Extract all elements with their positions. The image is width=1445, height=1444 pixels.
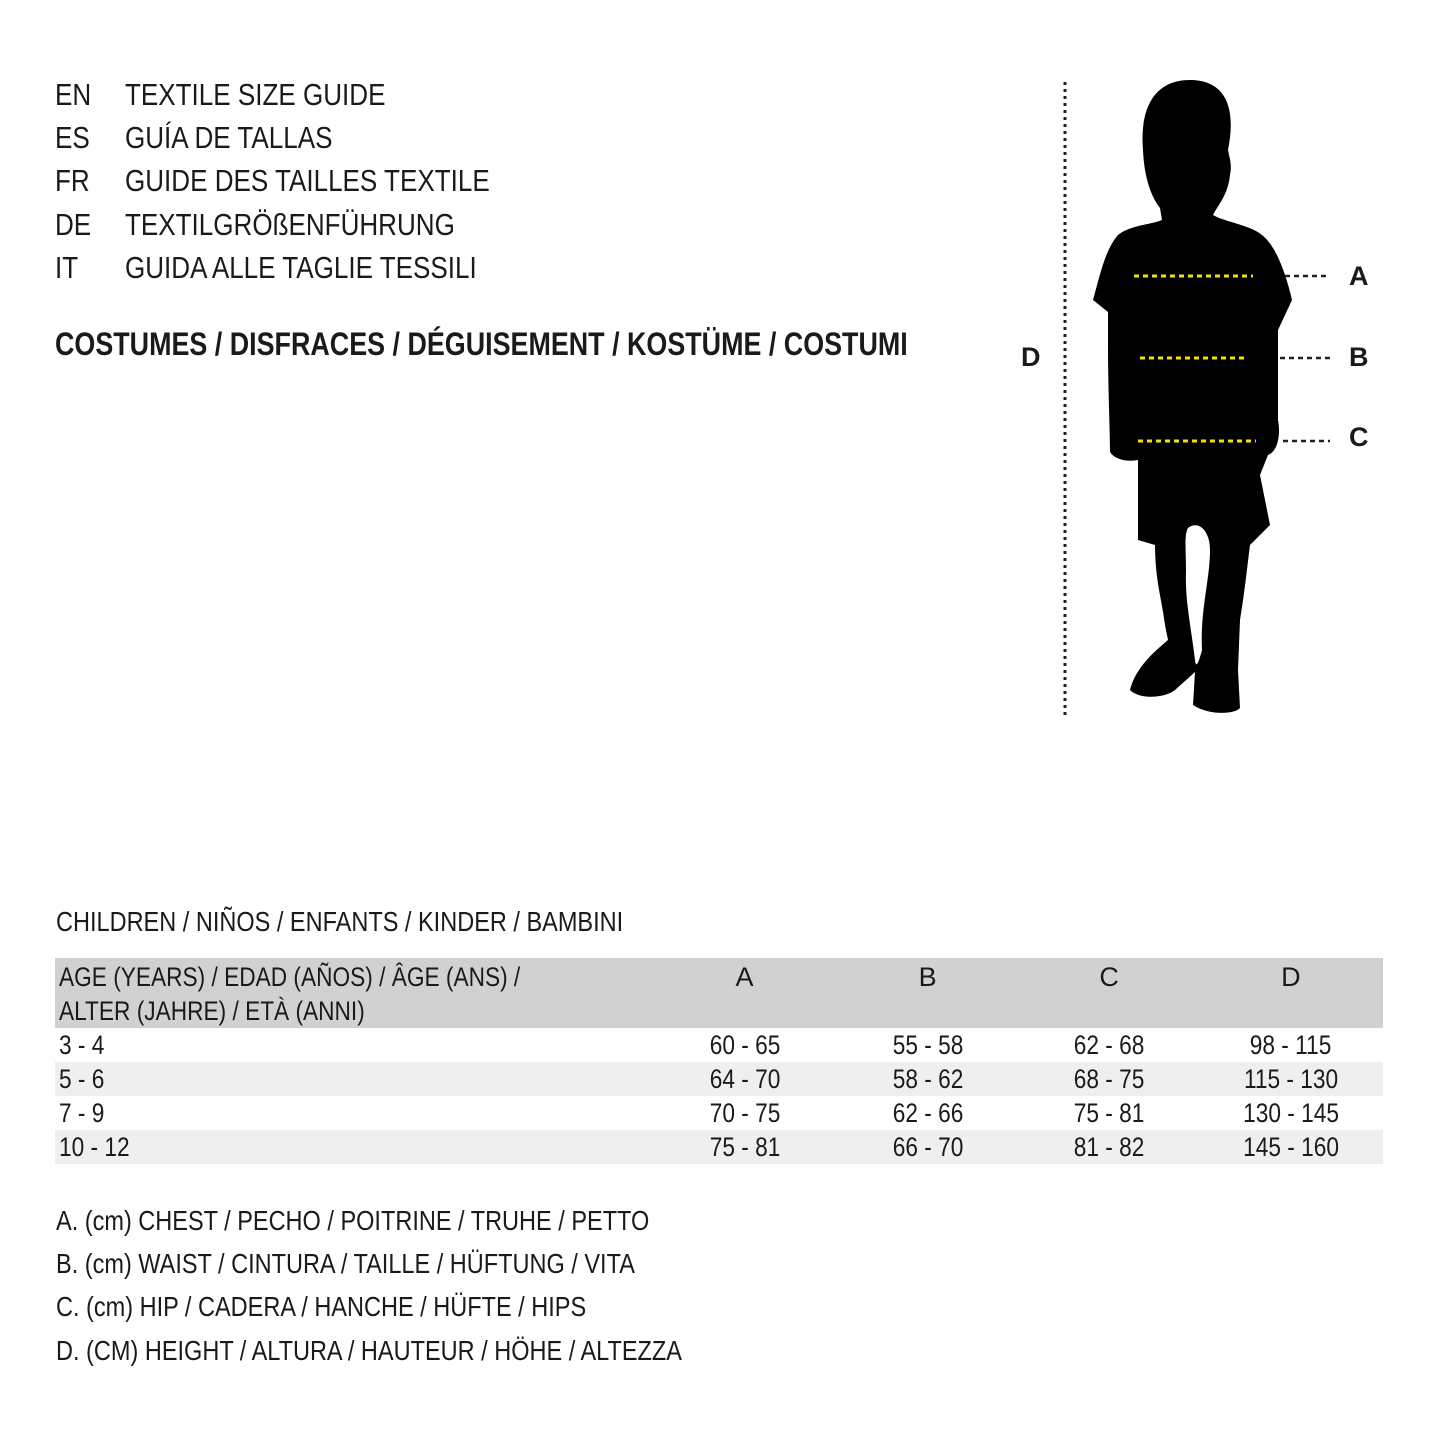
size-table: AGE (YEARS) / EDAD (AÑOS) / ÂGE (ANS) / … (55, 958, 1383, 1164)
table-row: 7 - 9 70 - 75 62 - 66 75 - 81 130 - 145 (55, 1096, 1383, 1130)
lang-code: IT (55, 250, 79, 285)
title-text: GUIDE DES TAILLES TEXTILE (125, 163, 490, 198)
lang-code: DE (55, 207, 92, 242)
cell-text: 70 - 75 (709, 1098, 780, 1128)
cell-b: 66 - 70 (836, 1130, 1020, 1164)
cell-a: 60 - 65 (654, 1028, 836, 1062)
cell-text: 98 - 115 (1250, 1030, 1332, 1060)
cell-text: 55 - 58 (892, 1030, 963, 1060)
cell-b: 62 - 66 (836, 1096, 1020, 1130)
title-text: TEXTILE SIZE GUIDE (125, 77, 386, 112)
header-age-line2: ALTER (JAHRE) / ETÀ (ANNI) (59, 996, 365, 1026)
label-a: A (1349, 261, 1369, 291)
cell-age: 7 - 9 (55, 1096, 654, 1130)
cell-d: 98 - 115 (1199, 1028, 1383, 1062)
header-a: A (735, 962, 754, 992)
title-text: TEXTILGRÖßENFÜHRUNG (125, 207, 455, 242)
cell-c: 75 - 81 (1020, 1096, 1199, 1130)
lang-code: FR (55, 163, 90, 198)
cell-a: 64 - 70 (654, 1062, 836, 1096)
category-text: COSTUMES / DISFRACES / DÉGUISEMENT / KOS… (55, 326, 908, 362)
label-d: D (1021, 342, 1041, 372)
header-age-line1: AGE (YEARS) / EDAD (AÑOS) / ÂGE (ANS) / (59, 962, 521, 992)
legend-item-d: D. (CM) HEIGHT / ALTURA / HAUTEUR / HÖHE… (56, 1331, 801, 1371)
marker-lines (1134, 274, 1330, 443)
lang-code: EN (55, 77, 92, 112)
cell-a: 70 - 75 (654, 1096, 836, 1130)
cell-text: 7 - 9 (59, 1098, 105, 1128)
legend-text: A. (cm) CHEST / PECHO / POITRINE / TRUHE… (56, 1205, 650, 1236)
cell-age: 10 - 12 (55, 1130, 654, 1164)
cell-text: 58 - 62 (892, 1064, 963, 1094)
cell-text: 5 - 6 (59, 1064, 105, 1094)
leg-gap (1185, 525, 1210, 665)
cell-text: 75 - 81 (1073, 1098, 1145, 1128)
header-age: AGE (YEARS) / EDAD (AÑOS) / ÂGE (ANS) / … (55, 958, 654, 1028)
table-row: 3 - 4 60 - 65 55 - 58 62 - 68 98 - 115 (55, 1028, 1383, 1062)
legend-item-c: C. (cm) HIP / CADERA / HANCHE / HÜFTE / … (56, 1287, 687, 1327)
cell-b: 55 - 58 (836, 1028, 1020, 1062)
table-row: 5 - 6 64 - 70 58 - 62 68 - 75 115 - 130 (55, 1062, 1383, 1096)
lang-code: ES (55, 120, 90, 155)
cell-text: 68 - 75 (1073, 1064, 1145, 1094)
title-text: GUIDA ALLE TAGLIE TESSILI (125, 250, 477, 285)
cell-b: 58 - 62 (836, 1062, 1020, 1096)
header-d: D (1281, 962, 1301, 992)
cell-text: 81 - 82 (1073, 1132, 1145, 1162)
cell-text: 115 - 130 (1243, 1064, 1338, 1094)
table-header-row: AGE (YEARS) / EDAD (AÑOS) / ÂGE (ANS) / … (55, 958, 1383, 1028)
legend-text: D. (CM) HEIGHT / ALTURA / HAUTEUR / HÖHE… (56, 1335, 682, 1366)
table-body: 3 - 4 60 - 65 55 - 58 62 - 68 98 - 115 5 - 6 6… (55, 1028, 1383, 1164)
table-caption-text: CHILDREN / NIÑOS / ENFANTS / KINDER / BA… (56, 906, 624, 937)
child-silhouette (1093, 80, 1292, 713)
cell-text: 75 - 81 (709, 1132, 780, 1162)
label-c: C (1349, 422, 1369, 452)
cell-d: 130 - 145 (1199, 1096, 1383, 1130)
cell-text: 3 - 4 (59, 1030, 105, 1060)
legend-text: B. (cm) WAIST / CINTURA / TAILLE / HÜFTU… (56, 1248, 635, 1279)
legend-item-a: A. (cm) CHEST / PECHO / POITRINE / TRUHE… (56, 1201, 762, 1241)
label-b: B (1349, 342, 1369, 372)
cell-text: 10 - 12 (59, 1132, 130, 1162)
cell-d: 115 - 130 (1199, 1062, 1383, 1096)
cell-text: 145 - 160 (1242, 1132, 1339, 1162)
cell-text: 66 - 70 (892, 1132, 963, 1162)
title-text: GUÍA DE TALLAS (125, 120, 333, 155)
header-b: B (918, 962, 937, 992)
cell-c: 62 - 68 (1020, 1028, 1199, 1062)
cell-age: 5 - 6 (55, 1062, 654, 1096)
cell-age: 3 - 4 (55, 1028, 654, 1062)
category-heading: COSTUMES / DISFRACES / DÉGUISEMENT / KOS… (55, 324, 1070, 364)
cell-text: 62 - 68 (1073, 1030, 1145, 1060)
table-caption: CHILDREN / NIÑOS / ENFANTS / KINDER / BA… (56, 903, 731, 941)
cell-text: 60 - 65 (709, 1030, 780, 1060)
cell-text: 130 - 145 (1242, 1098, 1339, 1128)
header-c: C (1099, 962, 1119, 992)
legend-text: C. (cm) HIP / CADERA / HANCHE / HÜFTE / … (56, 1291, 587, 1322)
cell-text: 62 - 66 (892, 1098, 963, 1128)
cell-c: 68 - 75 (1020, 1062, 1199, 1096)
legend-item-b: B. (cm) WAIST / CINTURA / TAILLE / HÜFTU… (56, 1244, 745, 1284)
measurement-figure (1063, 80, 1330, 716)
cell-text: 64 - 70 (709, 1064, 780, 1094)
table-row: 10 - 12 75 - 81 66 - 70 81 - 82 145 - 160 (55, 1130, 1383, 1164)
cell-d: 145 - 160 (1199, 1130, 1383, 1164)
cell-a: 75 - 81 (654, 1130, 836, 1164)
cell-c: 81 - 82 (1020, 1130, 1199, 1164)
